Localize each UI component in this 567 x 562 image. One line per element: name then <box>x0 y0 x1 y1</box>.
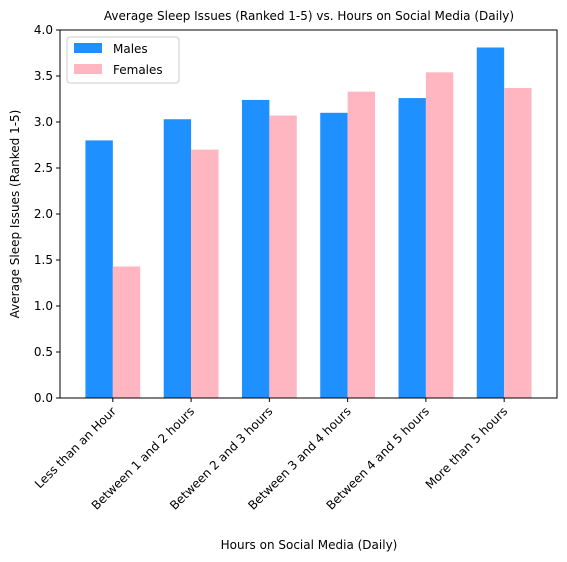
y-tick-label: 2.0 <box>34 207 53 221</box>
bar-males-2 <box>241 99 270 399</box>
legend-swatch-females <box>74 64 102 74</box>
y-tick-label: 1.0 <box>34 299 53 313</box>
bar-males-1 <box>163 119 192 399</box>
legend-label-males: Males <box>113 42 148 56</box>
y-tick-label: 4.0 <box>34 23 53 37</box>
x-axis-label: Hours on Social Media (Daily) <box>221 538 398 552</box>
plot-area <box>85 47 532 399</box>
x-tick-label: More than 5 hours <box>423 404 511 492</box>
y-tick-label: 0.0 <box>34 391 53 405</box>
y-tick-label: 3.0 <box>34 115 53 129</box>
x-tick-label: Less than an Hour <box>32 404 119 491</box>
y-tick-label: 2.5 <box>34 161 53 175</box>
bar-males-0 <box>85 140 113 398</box>
chart-title: Average Sleep Issues (Ranked 1-5) vs. Ho… <box>104 9 514 23</box>
y-tick-label: 1.5 <box>34 253 53 267</box>
bar-males-5 <box>476 47 505 398</box>
bar-females-4 <box>425 72 454 398</box>
bar-females-5 <box>504 87 532 399</box>
bar-females-3 <box>347 91 376 398</box>
y-tick-label: 3.5 <box>34 69 53 83</box>
bar-females-2 <box>269 115 297 398</box>
legend-label-females: Females <box>113 63 163 77</box>
y-axis-label: Average Sleep Issues (Ranked 1-5) <box>8 110 22 319</box>
legend-swatch-males <box>74 43 102 53</box>
bar-males-4 <box>398 98 426 398</box>
legend: Males Females <box>66 36 180 84</box>
bar-females-1 <box>191 149 219 398</box>
bar-females-0 <box>112 266 141 398</box>
bar-males-3 <box>320 112 348 399</box>
y-tick-label: 0.5 <box>34 345 53 359</box>
